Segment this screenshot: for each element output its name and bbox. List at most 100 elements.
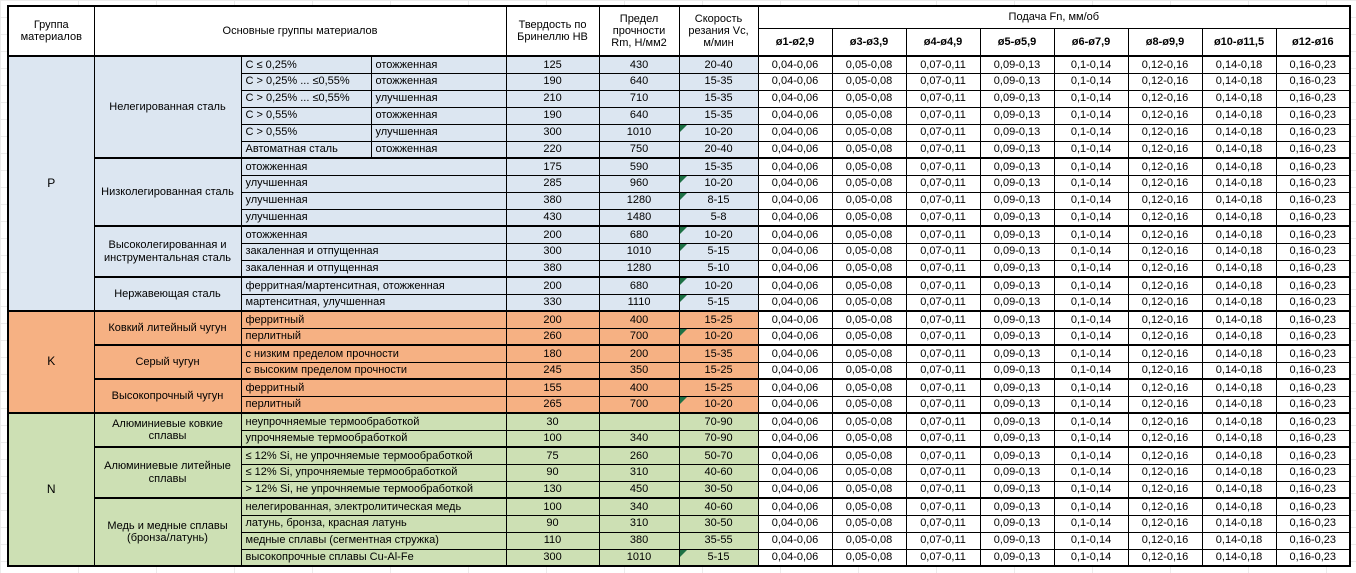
hardness-hb-cell[interactable]: 300 — [505, 548, 600, 567]
feed-value-cell[interactable]: 0,16-0,23 — [1275, 344, 1351, 363]
feed-value-cell[interactable]: 0,16-0,23 — [1275, 55, 1351, 74]
feed-value-cell[interactable]: 0,16-0,23 — [1275, 548, 1351, 567]
feed-value-cell[interactable]: 0,16-0,23 — [1275, 242, 1351, 261]
hardness-hb-cell[interactable]: 30 — [505, 412, 600, 431]
cutting-speed-cell[interactable]: 10-20 — [678, 225, 759, 244]
strength-rm-cell[interactable]: 1010 — [598, 242, 680, 261]
feed-value-cell[interactable]: 0,12-0,16 — [1127, 429, 1203, 448]
feed-value-cell[interactable]: 0,05-0,08 — [831, 327, 907, 346]
section-code-cell[interactable]: P — [7, 55, 95, 312]
feed-value-cell[interactable]: 0,12-0,16 — [1127, 531, 1203, 550]
material-subtype-cell[interactable]: ферритный — [240, 310, 507, 329]
feed-value-cell[interactable]: 0,07-0,11 — [905, 225, 981, 244]
feed-value-cell[interactable]: 0,14-0,18 — [1201, 157, 1277, 176]
feed-value-cell[interactable]: 0,09-0,13 — [979, 429, 1055, 448]
feed-value-cell[interactable]: 0,07-0,11 — [905, 412, 981, 431]
hardness-hb-cell[interactable]: 180 — [505, 344, 600, 363]
feed-value-cell[interactable]: 0,14-0,18 — [1201, 276, 1277, 295]
feed-value-cell[interactable]: 0,14-0,18 — [1201, 395, 1277, 414]
col-header-strength-rm[interactable]: Предел прочности Rm, Н/мм2 — [598, 5, 680, 57]
hardness-hb-cell[interactable]: 100 — [505, 429, 600, 448]
cutting-speed-cell[interactable]: 30-50 — [678, 480, 759, 499]
feed-value-cell[interactable]: 0,16-0,23 — [1275, 140, 1351, 159]
feed-value-cell[interactable]: 0,1-0,14 — [1053, 446, 1129, 465]
material-subtype-cell[interactable]: медные сплавы (сегментная стружка) — [240, 531, 507, 550]
hardness-hb-cell[interactable]: 100 — [505, 497, 600, 516]
strength-rm-cell[interactable]: 960 — [598, 174, 680, 193]
feed-value-cell[interactable]: 0,04-0,06 — [757, 72, 833, 91]
strength-rm-cell[interactable]: 700 — [598, 327, 680, 346]
feed-value-cell[interactable]: 0,16-0,23 — [1275, 378, 1351, 397]
cutting-speed-cell[interactable]: 15-35 — [678, 89, 759, 108]
feed-value-cell[interactable]: 0,09-0,13 — [979, 276, 1055, 295]
feed-value-cell[interactable]: 0,04-0,06 — [757, 429, 833, 448]
feed-value-cell[interactable]: 0,09-0,13 — [979, 208, 1055, 227]
feed-value-cell[interactable]: 0,1-0,14 — [1053, 157, 1129, 176]
feed-value-cell[interactable]: 0,04-0,06 — [757, 412, 833, 431]
feed-value-cell[interactable]: 0,14-0,18 — [1201, 89, 1277, 108]
feed-value-cell[interactable]: 0,05-0,08 — [831, 497, 907, 516]
feed-value-cell[interactable]: 0,14-0,18 — [1201, 497, 1277, 516]
feed-value-cell[interactable]: 0,1-0,14 — [1053, 174, 1129, 193]
feed-value-cell[interactable]: 0,05-0,08 — [831, 446, 907, 465]
feed-value-cell[interactable]: 0,12-0,16 — [1127, 276, 1203, 295]
material-state-cell[interactable]: улучшенная — [370, 123, 507, 142]
feed-value-cell[interactable]: 0,14-0,18 — [1201, 429, 1277, 448]
feed-value-cell[interactable]: 0,09-0,13 — [979, 480, 1055, 499]
feed-value-cell[interactable]: 0,1-0,14 — [1053, 378, 1129, 397]
feed-value-cell[interactable]: 0,14-0,18 — [1201, 310, 1277, 329]
feed-value-cell[interactable]: 0,04-0,06 — [757, 225, 833, 244]
feed-value-cell[interactable]: 0,09-0,13 — [979, 174, 1055, 193]
feed-value-cell[interactable]: 0,04-0,06 — [757, 480, 833, 499]
feed-value-cell[interactable]: 0,14-0,18 — [1201, 327, 1277, 346]
feed-value-cell[interactable]: 0,09-0,13 — [979, 259, 1055, 278]
feed-value-cell[interactable]: 0,07-0,11 — [905, 429, 981, 448]
material-condition-cell[interactable]: C > 0,55% — [240, 123, 372, 142]
cutting-speed-cell[interactable]: 10-20 — [678, 276, 759, 295]
feed-value-cell[interactable]: 0,09-0,13 — [979, 497, 1055, 516]
strength-rm-cell[interactable]: 350 — [598, 361, 680, 380]
cutting-speed-cell[interactable]: 15-25 — [678, 361, 759, 380]
material-state-cell[interactable]: улучшенная — [370, 89, 507, 108]
col-header-feed-dia-1[interactable]: ø1-ø2,9 — [757, 27, 833, 57]
feed-value-cell[interactable]: 0,07-0,11 — [905, 395, 981, 414]
feed-value-cell[interactable]: 0,14-0,18 — [1201, 446, 1277, 465]
feed-value-cell[interactable]: 0,04-0,06 — [757, 310, 833, 329]
col-header-feed-title[interactable]: Подача Fn, мм/об — [757, 5, 1351, 29]
cutting-speed-cell[interactable]: 8-15 — [678, 191, 759, 210]
feed-value-cell[interactable]: 0,07-0,11 — [905, 548, 981, 567]
hardness-hb-cell[interactable]: 75 — [505, 446, 600, 465]
feed-value-cell[interactable]: 0,12-0,16 — [1127, 395, 1203, 414]
feed-value-cell[interactable]: 0,12-0,16 — [1127, 514, 1203, 533]
feed-value-cell[interactable]: 0,16-0,23 — [1275, 361, 1351, 380]
col-header-hardness-hb[interactable]: Твердость по Бринеллю HB — [505, 5, 600, 57]
feed-value-cell[interactable]: 0,04-0,06 — [757, 548, 833, 567]
feed-value-cell[interactable]: 0,16-0,23 — [1275, 174, 1351, 193]
col-header-feed-dia-5[interactable]: ø6-ø7,9 — [1053, 27, 1129, 57]
material-condition-cell[interactable]: C > 0,55% — [240, 106, 372, 125]
hardness-hb-cell[interactable]: 90 — [505, 514, 600, 533]
feed-value-cell[interactable]: 0,05-0,08 — [831, 514, 907, 533]
feed-value-cell[interactable]: 0,07-0,11 — [905, 208, 981, 227]
feed-value-cell[interactable]: 0,16-0,23 — [1275, 191, 1351, 210]
strength-rm-cell[interactable]: 1280 — [598, 191, 680, 210]
feed-value-cell[interactable]: 0,07-0,11 — [905, 191, 981, 210]
feed-value-cell[interactable]: 0,1-0,14 — [1053, 531, 1129, 550]
feed-value-cell[interactable]: 0,07-0,11 — [905, 72, 981, 91]
material-subtype-cell[interactable]: улучшенная — [240, 208, 507, 227]
material-subtype-cell[interactable]: перлитный — [240, 327, 507, 346]
feed-value-cell[interactable]: 0,12-0,16 — [1127, 106, 1203, 125]
strength-rm-cell[interactable]: 700 — [598, 395, 680, 414]
feed-value-cell[interactable]: 0,05-0,08 — [831, 276, 907, 295]
material-group-name-cell[interactable]: Нержавеющая сталь — [93, 276, 242, 312]
feed-value-cell[interactable]: 0,09-0,13 — [979, 140, 1055, 159]
feed-value-cell[interactable]: 0,07-0,11 — [905, 531, 981, 550]
cutting-speed-cell[interactable]: 15-35 — [678, 157, 759, 176]
feed-value-cell[interactable]: 0,12-0,16 — [1127, 548, 1203, 567]
feed-value-cell[interactable]: 0,1-0,14 — [1053, 361, 1129, 380]
feed-value-cell[interactable]: 0,07-0,11 — [905, 463, 981, 482]
cutting-speed-cell[interactable]: 30-50 — [678, 514, 759, 533]
feed-value-cell[interactable]: 0,14-0,18 — [1201, 259, 1277, 278]
strength-rm-cell[interactable]: 340 — [598, 429, 680, 448]
feed-value-cell[interactable]: 0,07-0,11 — [905, 378, 981, 397]
